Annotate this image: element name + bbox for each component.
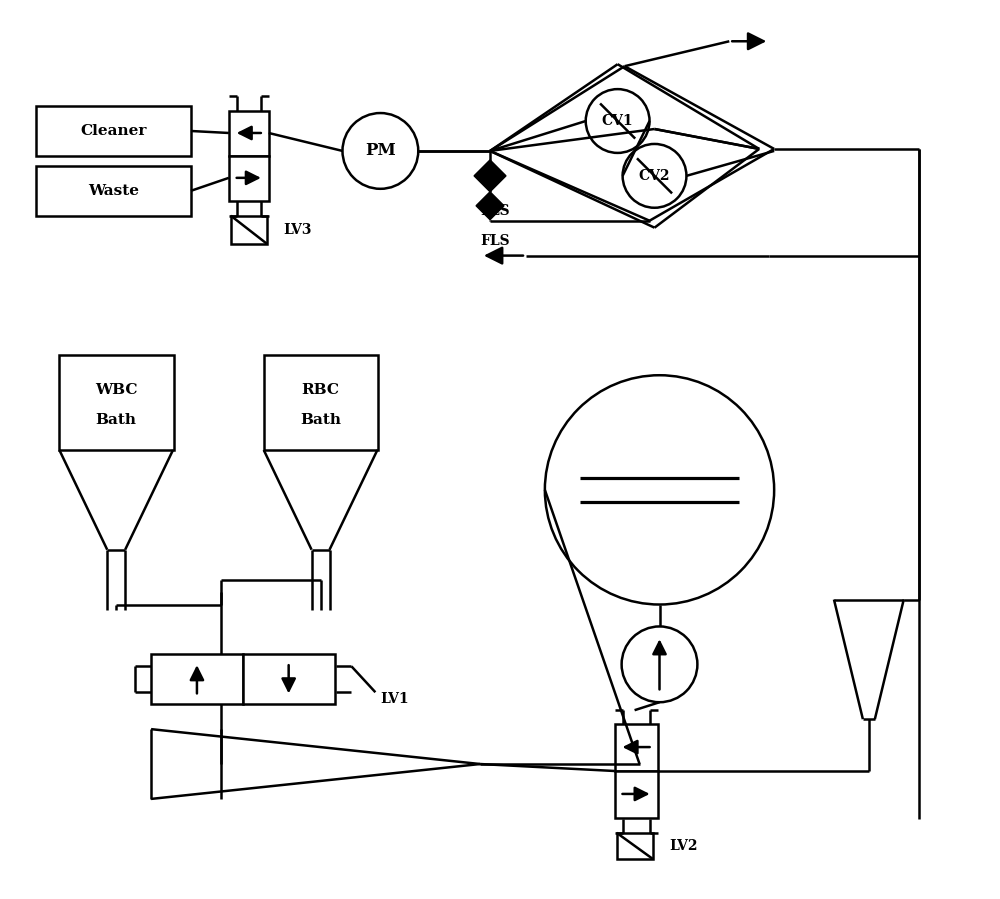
Bar [243,654,335,704]
Circle shape [586,89,650,153]
Text: Cleaner: Cleaner [80,124,146,138]
Bar [59,355,174,450]
Text: RBC: RBC [302,383,340,397]
Bar [617,832,653,859]
Circle shape [622,627,697,702]
Text: Bath: Bath [96,414,137,427]
Circle shape [342,113,418,189]
Text: Bath: Bath [300,414,341,427]
Bar [151,654,243,704]
Text: WBC: WBC [95,383,137,397]
Bar [36,166,191,216]
Text: CV1: CV1 [602,114,633,128]
Text: LV1: LV1 [380,692,409,707]
Bar [264,355,378,450]
Polygon shape [476,191,504,219]
Text: PM: PM [365,142,396,159]
Circle shape [545,375,774,604]
Bar [229,111,269,156]
Text: LV2: LV2 [669,839,698,853]
Text: CV2: CV2 [639,169,670,182]
Bar [615,771,658,818]
Bar [36,106,191,156]
Text: FLS: FLS [480,204,510,218]
Text: LV3: LV3 [284,223,312,236]
Text: Waste: Waste [88,183,139,198]
Bar [229,156,269,200]
Polygon shape [474,160,506,191]
Bar [615,725,658,771]
Text: FLS: FLS [480,234,510,247]
Bar [231,216,267,244]
Circle shape [623,144,686,208]
